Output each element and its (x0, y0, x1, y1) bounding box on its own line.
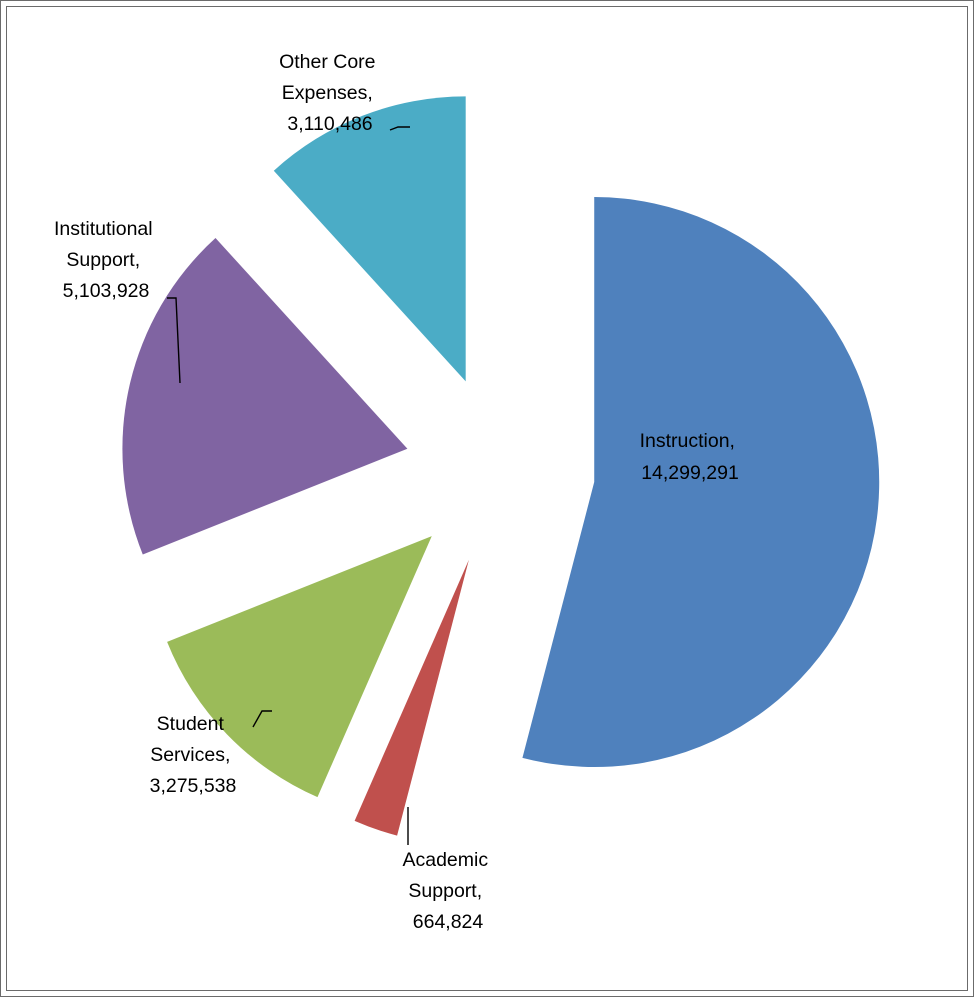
label-student-services-value: 3,275,538 (150, 775, 237, 797)
label-student-services: Student Services, 3,275,538 (150, 713, 237, 797)
slice-other-core-expenses (273, 96, 466, 382)
slice-student-services (167, 536, 432, 798)
pie-slices (122, 96, 880, 836)
label-academic-support-line2: Support, (408, 880, 482, 902)
label-other-core-line1: Other Core (279, 51, 375, 73)
label-instruction-value: 14,299,291 (641, 462, 739, 484)
slice-instruction (522, 197, 880, 768)
label-institutional-support-line2: Support, (66, 249, 140, 271)
chart-inner-border (6, 6, 968, 991)
slice-institutional-support (122, 238, 408, 555)
label-student-services-line1: Student (157, 713, 225, 735)
leader-line-other-core (389, 126, 410, 131)
leader-line-student-services (252, 710, 272, 728)
label-institutional-support-value: 5,103,928 (63, 280, 150, 302)
label-other-core-expenses: Other Core Expenses, 3,110,486 (279, 51, 381, 135)
label-instruction-name: Instruction, (640, 430, 735, 452)
label-other-core-line2: Expenses, (282, 82, 373, 104)
label-academic-support: Academic Support, 664,824 (402, 849, 493, 933)
label-student-services-line2: Services, (150, 744, 230, 766)
label-institutional-support: Institutional Support, 5,103,928 (54, 218, 158, 302)
label-institutional-support-line1: Institutional (54, 218, 153, 240)
label-academic-support-value: 664,824 (413, 911, 484, 933)
leader-line-institutional (167, 297, 181, 384)
label-instruction: Instruction, 14,299,291 (640, 430, 741, 484)
label-other-core-value: 3,110,486 (287, 113, 372, 135)
label-academic-support-line1: Academic (402, 849, 488, 871)
slice-academic-support (354, 559, 469, 836)
